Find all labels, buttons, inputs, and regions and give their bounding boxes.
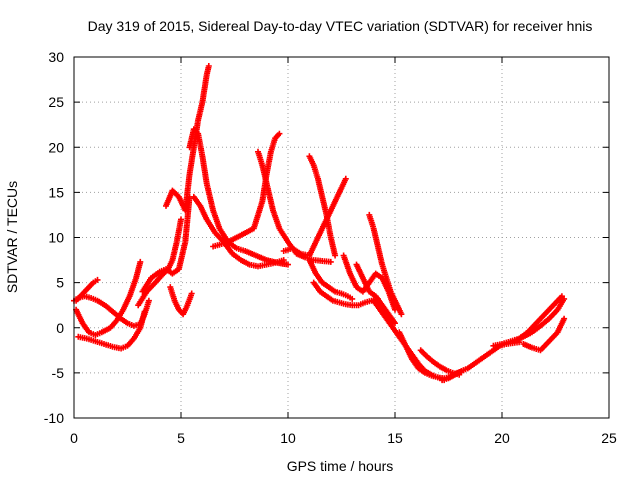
- series-arc-8: [163, 63, 212, 214]
- series-arc-9: [186, 126, 291, 268]
- series-arc-3: [75, 308, 148, 352]
- y-tick-label: 25: [48, 94, 64, 110]
- x-tick-label: 10: [280, 430, 296, 446]
- series-arc-4: [73, 276, 101, 304]
- data-point: [280, 257, 287, 264]
- series-arc-10: [190, 193, 287, 270]
- series-arc-26: [520, 315, 568, 354]
- y-tick-label: 15: [48, 184, 64, 200]
- grid-lines: [74, 57, 609, 418]
- chart-title: Day 319 of 2015, Sidereal Day-to-day VTE…: [88, 18, 593, 34]
- data-point: [205, 63, 212, 69]
- series-arc-18: [353, 261, 398, 327]
- y-tick-label: 30: [48, 49, 64, 65]
- data-point: [94, 276, 101, 283]
- data-point: [327, 258, 334, 265]
- data-point: [285, 261, 291, 268]
- y-tick-label: -10: [44, 410, 64, 426]
- data-point: [141, 308, 148, 315]
- data-point: [349, 295, 356, 302]
- series-arc-2: [73, 258, 144, 338]
- data-point: [145, 297, 152, 304]
- series-arc-14: [306, 153, 339, 259]
- y-tick-label: -5: [52, 365, 65, 381]
- data-point: [276, 130, 283, 137]
- series-arc-16: [310, 279, 381, 309]
- data-point: [332, 252, 339, 259]
- data-point: [561, 295, 568, 302]
- x-tick-label: 0: [70, 430, 78, 446]
- y-tick-label: 20: [48, 139, 64, 155]
- series-arc-19: [366, 211, 405, 318]
- data-point: [398, 311, 405, 318]
- data-point: [561, 315, 568, 322]
- data-series: [71, 63, 568, 384]
- data-point: [178, 216, 184, 223]
- data-point: [188, 290, 195, 297]
- y-tick-label: 10: [48, 230, 64, 246]
- x-axis-title: GPS time / hours: [287, 458, 394, 474]
- x-tick-label: 15: [387, 430, 403, 446]
- x-tick-label: 25: [601, 430, 617, 446]
- axis-ticks: 0 5 10 15 20 25 -10 -5 0 5 10 15 20 25 30: [44, 49, 617, 446]
- x-tick-label: 20: [494, 430, 510, 446]
- x-tick-label: 5: [177, 430, 185, 446]
- series-arc-25: [511, 295, 568, 345]
- y-tick-label: 5: [56, 275, 64, 291]
- data-point: [342, 175, 349, 182]
- series-arc-7: [167, 284, 195, 318]
- y-axis-title: SDTVAR / TECUs: [4, 181, 20, 293]
- series-arc-6: [139, 193, 193, 295]
- y-tick-label: 0: [56, 320, 64, 336]
- data-point: [137, 258, 144, 265]
- data-point: [392, 320, 398, 327]
- series-arc-15: [306, 257, 356, 302]
